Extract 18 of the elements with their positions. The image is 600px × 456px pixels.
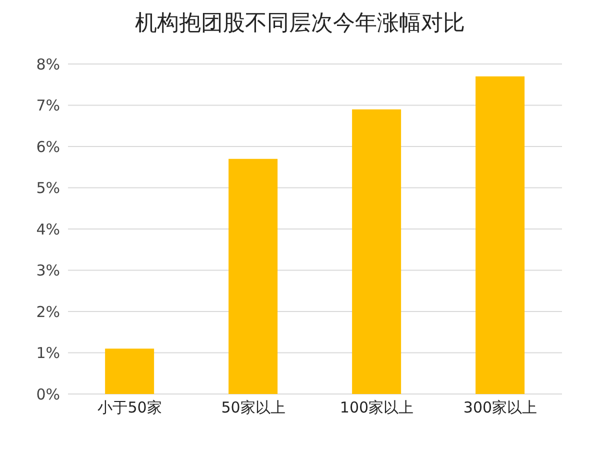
y-tick-label: 8%	[36, 55, 60, 74]
y-tick-label: 6%	[36, 138, 60, 156]
y-tick-label: 2%	[36, 302, 60, 321]
bar	[228, 158, 278, 394]
x-tick-label: 50家以上	[221, 398, 286, 417]
y-tick-label: 4%	[36, 220, 60, 238]
bar	[352, 109, 402, 394]
y-tick-label: 5%	[36, 179, 60, 198]
x-tick-label: 100家以上	[340, 398, 414, 417]
chart-title: 机构抱团股不同层次今年涨幅对比	[134, 10, 466, 38]
y-tick-label: 1%	[36, 344, 60, 362]
y-tick-label: 3%	[36, 262, 60, 280]
y-tick-label: 7%	[36, 96, 60, 115]
bar	[105, 348, 154, 394]
y-tick-label: 0%	[36, 385, 60, 404]
x-tick-label: 小于50家	[98, 398, 162, 417]
bar	[476, 76, 525, 394]
x-tick-label: 300家以上	[463, 398, 538, 417]
